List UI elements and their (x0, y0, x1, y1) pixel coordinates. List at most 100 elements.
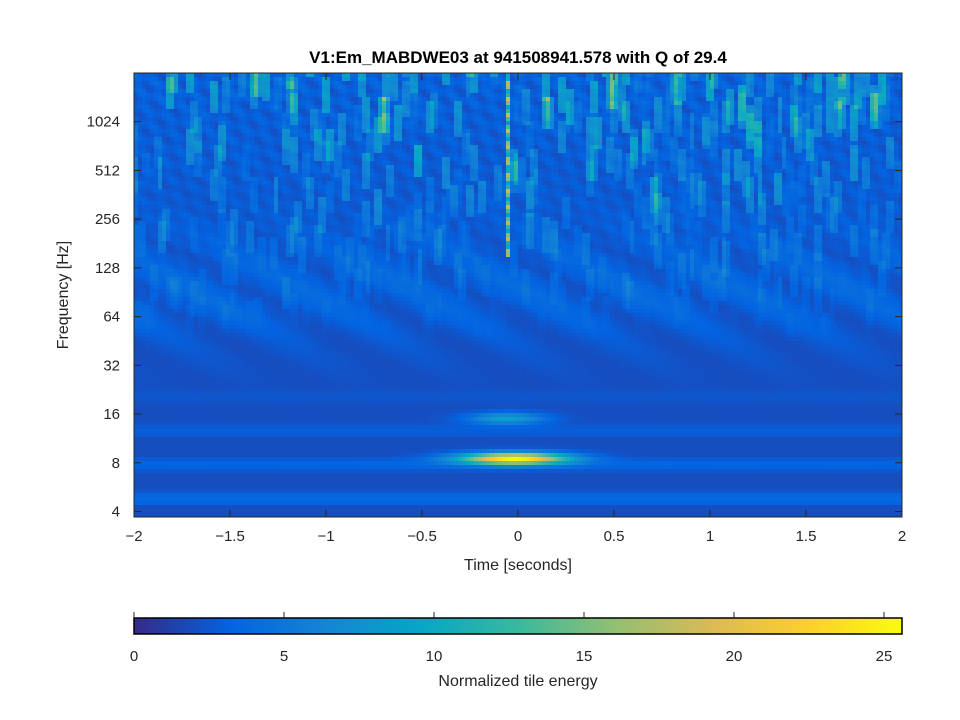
heatmap-cell (526, 153, 530, 157)
heatmap-cell (398, 105, 402, 109)
heatmap-cell (234, 141, 238, 145)
heatmap-cell (246, 161, 250, 165)
heatmap-cell (658, 121, 662, 125)
heatmap-cell (854, 81, 858, 85)
heatmap-cell (442, 137, 446, 141)
heatmap-cell (570, 133, 574, 137)
heatmap-cell (302, 81, 306, 85)
heatmap-cell (310, 137, 314, 141)
heatmap-cell (582, 149, 586, 153)
heatmap-cell (202, 141, 206, 145)
heatmap-cell (374, 117, 378, 121)
heatmap-cell (630, 153, 634, 157)
heatmap-cell (338, 89, 342, 93)
heatmap-cell (282, 105, 286, 109)
heatmap-cell (430, 161, 434, 165)
heatmap-cell (754, 121, 758, 125)
heatmap-cell (238, 73, 242, 77)
heatmap-cell (618, 125, 622, 129)
heatmap-cell (810, 157, 814, 161)
heatmap-cell (466, 73, 470, 77)
heatmap-cell (314, 81, 318, 85)
heatmap-cell (378, 141, 382, 145)
heatmap-cell (678, 141, 682, 145)
heatmap-cell (158, 109, 162, 113)
heatmap-cell (634, 109, 638, 113)
heatmap-cell (170, 161, 174, 165)
heatmap-cell (366, 141, 370, 145)
heatmap-cell (782, 113, 786, 117)
heatmap-cell (474, 105, 478, 109)
heatmap-cell (142, 161, 146, 165)
heatmap-cell (226, 77, 230, 81)
heatmap-cell (706, 85, 710, 89)
heatmap-cell (858, 73, 862, 77)
heatmap-cell (174, 105, 178, 109)
heatmap-cell (806, 85, 810, 89)
heatmap-cell (566, 105, 570, 109)
heatmap-cell (246, 121, 250, 125)
heatmap-cell (878, 141, 882, 145)
heatmap-cell (190, 169, 194, 173)
heatmap-cell (866, 93, 870, 97)
heatmap-cell (450, 89, 454, 93)
heatmap-cell (726, 81, 730, 85)
heatmap-cell (406, 149, 410, 153)
heatmap-cell (298, 125, 302, 129)
heatmap-cell (422, 121, 426, 125)
heatmap-cell (758, 117, 762, 121)
heatmap-cell (266, 173, 270, 177)
heatmap-cell (714, 101, 718, 105)
heatmap-cell (358, 137, 362, 141)
heatmap-cell (746, 141, 750, 145)
heatmap-cell (570, 125, 574, 129)
heatmap-cell (266, 133, 270, 137)
heatmap-cell (230, 77, 234, 81)
heatmap-cell (150, 137, 154, 141)
heatmap-cell (330, 161, 334, 165)
heatmap-cell (834, 101, 838, 105)
heatmap-cell (446, 137, 450, 141)
heatmap-cell (378, 117, 382, 121)
heatmap-cell (890, 161, 894, 165)
heatmap-cell (526, 81, 530, 85)
heatmap-cell (794, 157, 798, 161)
heatmap-cell (462, 121, 466, 125)
heatmap-cell (346, 93, 350, 97)
heatmap-cell (214, 133, 218, 137)
heatmap-cell (886, 73, 890, 77)
heatmap-cell (622, 85, 626, 89)
heatmap-cell (582, 129, 586, 133)
heatmap-cell (798, 73, 802, 77)
heatmap-cell (606, 89, 610, 93)
heatmap-cell (610, 93, 614, 97)
heatmap-cell (334, 77, 338, 81)
heatmap-cell (178, 173, 182, 177)
heatmap-cell (402, 125, 406, 129)
heatmap-cell (274, 153, 278, 157)
heatmap-cell (138, 85, 142, 89)
heatmap-cell (786, 153, 790, 157)
heatmap-cell (254, 105, 258, 109)
heatmap-cell (374, 157, 378, 161)
heatmap-cell (494, 121, 498, 125)
heatmap-cell (746, 113, 750, 117)
heatmap-cell (830, 85, 834, 89)
heatmap-cell (758, 169, 762, 173)
heatmap-cell (754, 149, 758, 153)
heatmap-cell (334, 161, 338, 165)
heatmap-cell (150, 97, 154, 101)
heatmap-cell (758, 105, 762, 109)
heatmap-cell (342, 169, 346, 173)
heatmap-cell (238, 165, 242, 169)
heatmap-cell (138, 77, 142, 81)
heatmap-cell (550, 117, 554, 121)
heatmap-cell (322, 97, 326, 101)
heatmap-cell (662, 101, 666, 105)
heatmap-cell (478, 133, 482, 137)
heatmap-cell (370, 173, 374, 177)
heatmap-cell (466, 85, 470, 89)
heatmap-cell (662, 153, 666, 157)
heatmap-cell (546, 173, 550, 177)
heatmap-cell (214, 109, 218, 113)
